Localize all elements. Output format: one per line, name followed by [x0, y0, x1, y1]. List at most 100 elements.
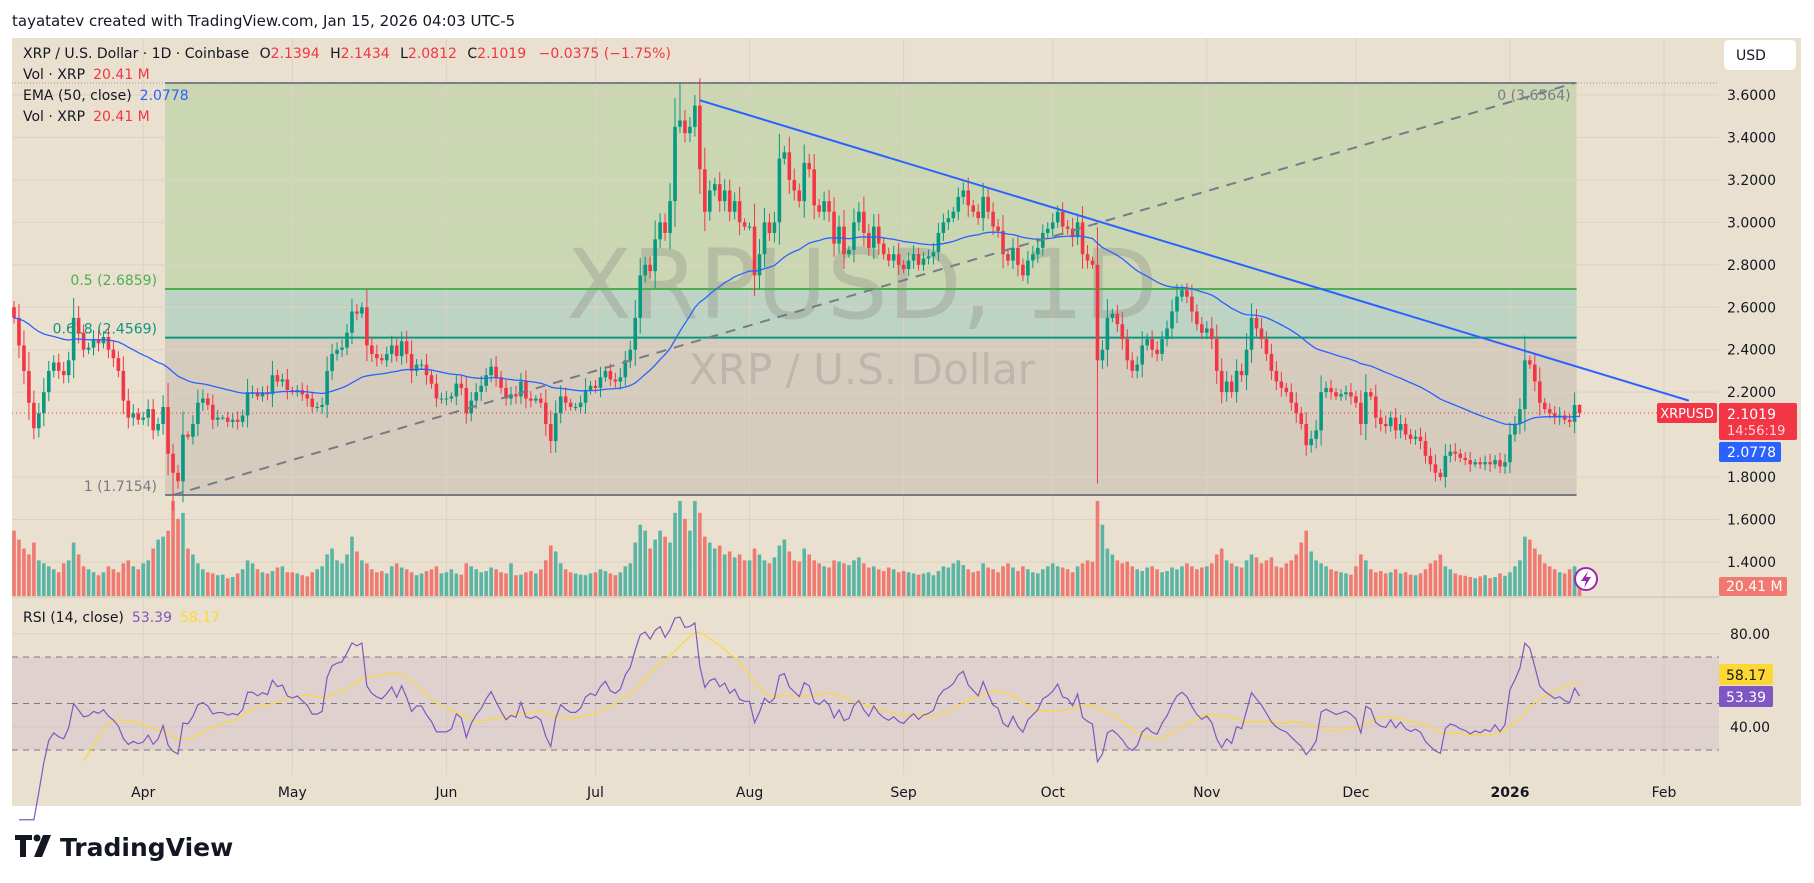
- volume-bar: [1458, 575, 1463, 596]
- volume-label: Vol · XRP: [23, 67, 85, 83]
- time-axis-ticks: Apr May Jun Jul Aug Sep Oct Nov Dec 2026 Feb: [131, 785, 1676, 801]
- volume-bar: [156, 539, 160, 596]
- time-tick-label: Jun: [434, 785, 457, 801]
- candle-body: [126, 400, 131, 418]
- candle-body: [1016, 247, 1020, 265]
- candle-body: [1448, 451, 1453, 456]
- volume-bar: [1523, 536, 1527, 596]
- volume-bar: [1294, 554, 1299, 596]
- candle-body: [1244, 349, 1249, 376]
- volume-bar: [295, 573, 300, 596]
- candle-body: [593, 385, 598, 388]
- candle-body: [136, 413, 141, 420]
- candle-body: [439, 398, 444, 400]
- candle-body: [797, 190, 802, 202]
- legend-rsi[interactable]: RSI (14, close) 53.39 58.17: [23, 610, 220, 626]
- rsi-label: RSI (14, close): [23, 610, 124, 626]
- candle-body: [1533, 364, 1537, 382]
- rsi-lines: [18, 616, 1581, 821]
- currency-button[interactable]: USD: [1724, 40, 1796, 70]
- volume-bar: [290, 572, 295, 596]
- candle-body: [782, 152, 787, 159]
- candle-body: [270, 375, 275, 395]
- candle-body: [1110, 313, 1115, 318]
- volume-bar: [618, 572, 623, 596]
- volume-bar: [1095, 501, 1100, 596]
- fib-zones: [165, 83, 1577, 496]
- rsi-line: [18, 616, 1581, 821]
- volume-bar: [504, 573, 508, 596]
- candle-body: [1080, 222, 1085, 255]
- volume-bar: [727, 551, 732, 596]
- candle-body: [196, 402, 200, 424]
- legend-ema[interactable]: EMA (50, close) 2.0778: [23, 88, 189, 104]
- legend-volume-2[interactable]: Vol · XRP 20.41 M: [23, 109, 150, 125]
- candle-body: [1130, 360, 1135, 371]
- volume-bar: [628, 563, 633, 596]
- volume-bar: [141, 563, 146, 596]
- candle-body: [1413, 436, 1418, 439]
- candle-body: [698, 105, 702, 170]
- candle-body: [1378, 417, 1383, 424]
- low-value: 2.0812: [408, 46, 457, 62]
- candle-body: [1334, 392, 1338, 397]
- volume-bar: [464, 563, 469, 596]
- volume-bar: [593, 572, 598, 596]
- volume-bar: [1542, 563, 1547, 596]
- legend-volume[interactable]: Vol · XRP 20.41 M: [23, 67, 150, 83]
- candle-body: [1254, 317, 1259, 329]
- volume-bar: [683, 518, 687, 596]
- price-tick-label: 3.2000: [1727, 173, 1776, 189]
- candle-body: [1403, 423, 1408, 435]
- volume-bar: [61, 563, 66, 596]
- candle-body: [772, 222, 777, 233]
- volume-bar: [732, 557, 737, 596]
- time-tick-label: Feb: [1652, 785, 1677, 801]
- volume-bar: [668, 542, 672, 596]
- volume-bar: [583, 575, 588, 596]
- candle-body: [1190, 296, 1194, 312]
- volume-bar: [807, 554, 811, 596]
- volume-bar: [270, 571, 275, 596]
- volume-bar: [1488, 578, 1492, 596]
- lightning-icon[interactable]: [1574, 567, 1598, 591]
- volume-bar: [469, 566, 474, 596]
- volume-bar: [484, 571, 488, 596]
- volume-value: 20.41 M: [93, 67, 150, 83]
- attribution-text: tayatatev created with TradingView.com, …: [12, 12, 515, 30]
- volume-bar: [911, 573, 916, 596]
- volume-bar: [1503, 575, 1507, 596]
- volume-bar: [1547, 566, 1552, 596]
- volume-bar: [275, 567, 280, 596]
- candle-body: [305, 394, 310, 399]
- candle-body: [106, 336, 111, 350]
- volume-bar: [678, 501, 682, 596]
- volume-bar: [1567, 569, 1572, 596]
- volume-bar: [1234, 566, 1239, 596]
- candle-body: [1383, 423, 1388, 427]
- volume-bar: [638, 524, 643, 596]
- candle-body: [320, 404, 324, 408]
- volume-bar: [1120, 563, 1125, 596]
- candle-body: [1528, 360, 1532, 365]
- volume-bar: [1011, 567, 1015, 596]
- candle-body: [1433, 464, 1438, 473]
- volume-bar: [991, 569, 995, 596]
- candle-body: [86, 347, 91, 350]
- candle-body: [186, 434, 190, 437]
- volume-bar: [514, 575, 518, 596]
- candle-body: [857, 211, 861, 223]
- candle-body: [867, 232, 871, 248]
- volume-bar: [76, 554, 81, 596]
- candle-body: [762, 222, 767, 255]
- volume-bar: [1418, 573, 1423, 596]
- volume-bar: [553, 551, 558, 596]
- volume-bar: [146, 560, 150, 596]
- candle-body: [1393, 417, 1398, 431]
- volume-bar: [1160, 572, 1164, 596]
- candle-body: [1036, 247, 1040, 255]
- tradingview-logo[interactable]: TradingView: [15, 833, 233, 862]
- symbol-label: XRPUSD: [1660, 407, 1714, 422]
- trendlines[interactable]: [172, 82, 1690, 496]
